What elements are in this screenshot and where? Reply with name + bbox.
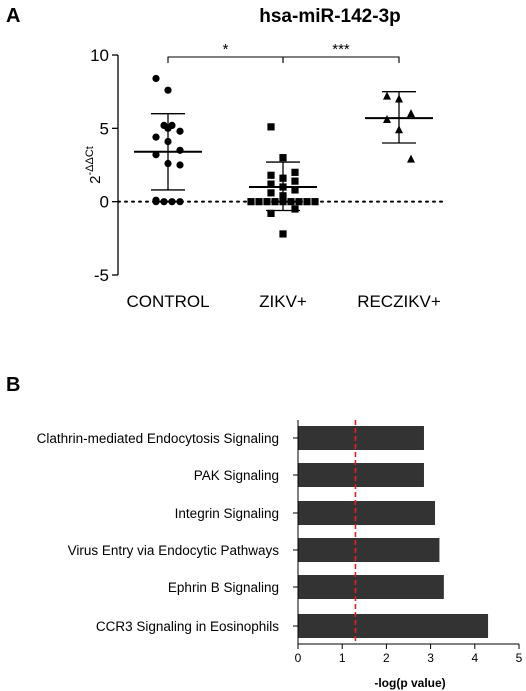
bar: [298, 614, 489, 638]
y-tick-label: 5: [100, 119, 109, 138]
data-point: [176, 146, 184, 154]
data-point: [152, 198, 160, 206]
significance-label: ***: [332, 41, 350, 58]
data-point: [303, 198, 311, 206]
x-tick-label: 0: [295, 651, 302, 665]
data-point: [291, 186, 299, 194]
panel-b-label: B: [6, 374, 20, 396]
data-point: [295, 198, 303, 206]
data-point: [267, 123, 275, 131]
chart-b-plot: Clathrin-mediated Endocytosis Signaling P…: [37, 420, 523, 665]
x-tick-label: 3: [427, 651, 434, 665]
data-point: [176, 127, 184, 135]
chart-a-ylabel: 2-ΔΔCt: [84, 146, 104, 184]
data-point: [279, 154, 287, 162]
data-point: [267, 209, 275, 217]
significance-bracket: [282, 56, 400, 63]
bar: [298, 426, 424, 450]
data-point: [176, 161, 184, 169]
chart-b-xlabel: -log(p value): [374, 676, 445, 690]
data-point: [407, 109, 415, 118]
y-tick-label: 0: [100, 193, 109, 212]
data-point: [267, 171, 275, 179]
data-point: [152, 74, 160, 83]
category-label: Ephrin B Signaling: [168, 580, 279, 595]
category-label: Clathrin-mediated Endocytosis Signaling: [37, 431, 279, 446]
data-point: [279, 230, 287, 238]
x-category-label: RECZIKV+: [357, 292, 441, 311]
category-label: Virus Entry via Endocytic Pathways: [68, 543, 280, 558]
x-tick-label: 1: [339, 651, 346, 665]
x-tick-label: 4: [471, 651, 478, 665]
bar: [298, 575, 444, 599]
category-label: CCR3 Signaling in Eosinophils: [96, 619, 279, 634]
data-point: [152, 151, 160, 159]
x-tick-label: 5: [516, 651, 523, 665]
data-point: [311, 198, 319, 206]
data-point: [152, 133, 160, 141]
data-point: [267, 189, 275, 197]
data-point: [267, 180, 275, 188]
data-point: [271, 198, 279, 206]
chart-a-title: hsa-miR-142-3p: [259, 6, 401, 27]
y-tick-label: -5: [94, 266, 109, 285]
y-tick-label: 10: [90, 46, 109, 65]
x-tick-label: 2: [383, 651, 390, 665]
data-point: [160, 198, 168, 206]
panel-a-label: A: [6, 5, 20, 27]
data-point: [255, 198, 263, 206]
bar: [298, 538, 440, 562]
significance-label: *: [223, 41, 229, 58]
data-point: [407, 154, 415, 163]
data-point: [383, 91, 391, 100]
bar: [298, 501, 436, 525]
data-point: [176, 198, 184, 206]
data-point: [291, 177, 299, 185]
data-point: [247, 198, 255, 206]
x-category-label: ZIKV+: [259, 292, 307, 311]
category-label: Integrin Signaling: [175, 506, 279, 521]
data-point: [291, 205, 299, 213]
data-point: [164, 86, 172, 94]
chart-a-ylabel-base: 2: [87, 176, 104, 184]
x-category-label: CONTROL: [126, 292, 209, 311]
data-point: [291, 168, 299, 176]
chart-a-ylabel-exponent: -ΔΔCt: [84, 146, 96, 175]
data-point: [287, 198, 295, 206]
bar: [298, 463, 424, 487]
data-point: [168, 198, 176, 206]
category-label: PAK Signaling: [194, 468, 279, 483]
data-point: [263, 198, 271, 206]
